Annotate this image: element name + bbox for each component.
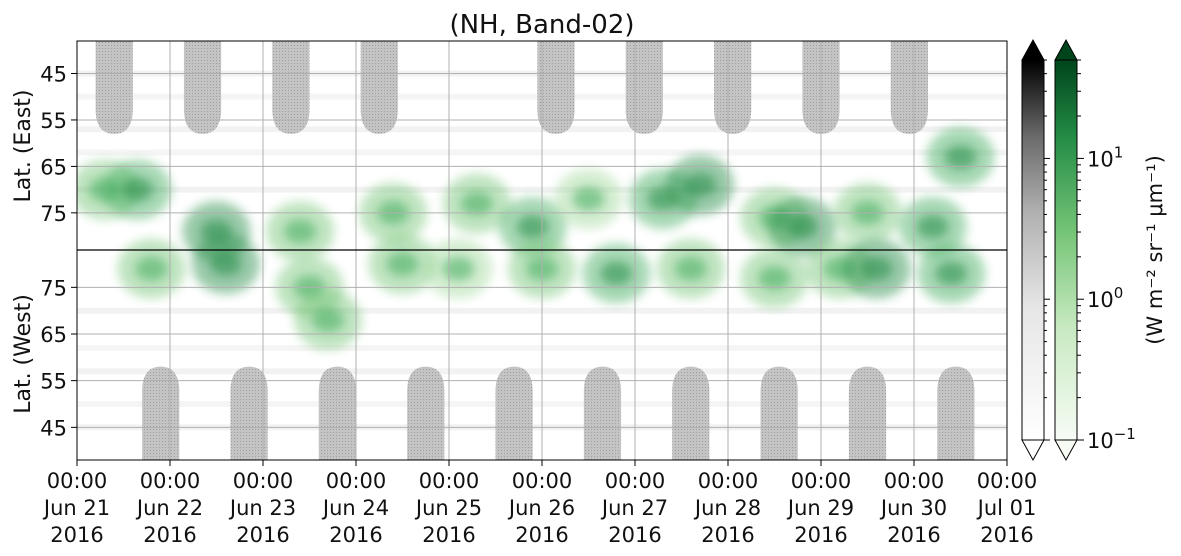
x-tick-label: Jun 26 — [507, 496, 575, 520]
no-data-lobe — [95, 41, 133, 134]
x-tick-label: Jun 25 — [414, 496, 482, 520]
x-tick-label: 00:00 — [977, 469, 1038, 493]
x-tick-label: 00:00 — [233, 469, 294, 493]
x-tick-label: Jun 22 — [135, 496, 203, 520]
x-tick-label: Jun 24 — [321, 496, 389, 520]
emission-core — [935, 261, 968, 286]
emission-core — [572, 186, 605, 211]
y-tick-label: 75 — [40, 202, 67, 226]
x-tick-label: 2016 — [50, 523, 103, 547]
emission-core — [916, 214, 949, 239]
emission-core — [386, 252, 419, 276]
emission-core — [312, 308, 345, 332]
emission-core — [758, 266, 791, 290]
colorbar-tick-label: 100 — [1087, 284, 1123, 312]
no-data-lobe — [183, 41, 222, 134]
x-axis: 00:00 Jun 21 2016 00:00 Jun 22 2016 00:00 Jun 2… — [42, 460, 1037, 547]
colorbar-tick-label: 10−1 — [1087, 425, 1136, 453]
colorbar-tick-label: 101 — [1087, 143, 1123, 171]
emission-core — [460, 191, 493, 216]
emission-core — [944, 145, 977, 170]
no-data-lobe — [407, 366, 445, 460]
no-data-lobe — [230, 366, 268, 460]
no-data-lobe — [937, 366, 975, 460]
x-tick-label: 2016 — [887, 523, 940, 547]
x-tick-label: Jun 23 — [228, 496, 296, 520]
x-tick-label: 2016 — [236, 523, 289, 547]
emission-core — [284, 219, 317, 244]
no-data-lobe — [760, 366, 798, 460]
emission-core — [860, 256, 893, 281]
emission-core — [121, 177, 154, 202]
emission-core — [516, 214, 549, 239]
y-tick-label: 45 — [40, 63, 67, 87]
no-data-lobe — [360, 41, 398, 134]
y-label-east: Lat. (East) — [11, 90, 36, 203]
no-data-lobe — [848, 366, 887, 460]
x-tick-label: Jun 28 — [693, 496, 761, 520]
no-data-lobe — [537, 41, 575, 134]
x-tick-label: 00:00 — [791, 469, 852, 493]
x-tick-label: 00:00 — [512, 469, 573, 493]
x-tick-label: 00:00 — [47, 469, 108, 493]
colorbar-label: (W m⁻² sr⁻¹ μm⁻¹) — [1143, 155, 1167, 345]
y-label-west: Lat. (West) — [11, 294, 36, 414]
y-tick-label: 45 — [40, 416, 67, 440]
x-tick-label: 2016 — [980, 523, 1033, 547]
x-tick-label: Jun 27 — [600, 496, 668, 520]
x-tick-label: Jun 30 — [879, 496, 947, 520]
x-tick-label: Jul 01 — [976, 496, 1037, 520]
emission-core — [684, 172, 717, 197]
no-data-lobe — [672, 366, 710, 460]
x-tick-label: 2016 — [701, 523, 754, 547]
emission-core — [135, 256, 168, 281]
x-tick-label: 00:00 — [605, 469, 666, 493]
colorbar-greens-extend-min — [1054, 439, 1078, 462]
no-data-lobe — [583, 366, 622, 460]
x-tick-label: 00:00 — [419, 469, 480, 493]
colorbar-ticks: 101 100 10−1 — [1044, 59, 1136, 453]
no-data-lobe — [495, 366, 533, 460]
x-tick-label: 00:00 — [698, 469, 759, 493]
colorbar-greys-extend-max — [1021, 38, 1045, 61]
emission-core — [600, 261, 633, 286]
x-tick-label: 00:00 — [140, 469, 201, 493]
emission-core — [442, 256, 475, 281]
x-tick-label: 2016 — [422, 523, 475, 547]
colorbar-greys — [1021, 59, 1045, 441]
x-tick-label: 00:00 — [884, 469, 945, 493]
x-tick-label: Jun 29 — [786, 496, 854, 520]
no-data-lobe — [318, 366, 356, 460]
x-tick-label: 2016 — [608, 523, 661, 547]
y-tick-label: 55 — [40, 370, 67, 394]
no-data-lobe — [890, 41, 928, 134]
y-tick-label: 75 — [40, 276, 67, 300]
y-tick-label: 65 — [40, 155, 67, 179]
y-tick-label: 55 — [40, 109, 67, 133]
emission-core — [674, 256, 707, 281]
emission-core — [786, 214, 819, 239]
no-data-lobe — [714, 41, 752, 134]
x-tick-label: 2016 — [329, 523, 382, 547]
x-tick-label: Jun 21 — [42, 496, 110, 520]
chart-title: (NH, Band-02) — [449, 10, 634, 40]
x-tick-label: 2016 — [515, 523, 568, 547]
colorbars: 101 100 10−1 — [1021, 38, 1136, 462]
y-axis: 45 55 65 75 75 65 55 45 — [40, 63, 77, 440]
emission-core — [209, 252, 242, 276]
colorbar-greys-extend-min — [1021, 439, 1045, 462]
x-tick-label: 2016 — [143, 523, 196, 547]
x-tick-label: 2016 — [794, 523, 847, 547]
colorbar-greens-extend-max — [1054, 38, 1078, 61]
no-data-lobe — [272, 41, 310, 134]
x-tick-label: 00:00 — [326, 469, 387, 493]
colorbar-greens — [1054, 59, 1078, 441]
y-tick-label: 65 — [40, 323, 67, 347]
